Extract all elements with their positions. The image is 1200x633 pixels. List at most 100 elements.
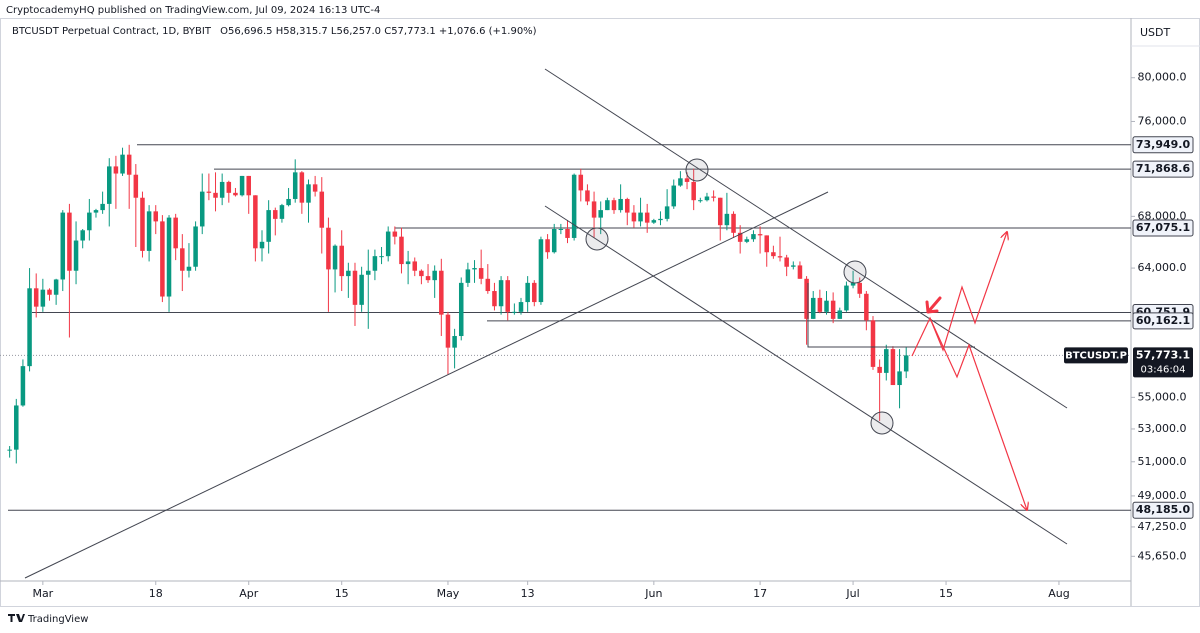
y-tick-label: 80,000.0 (1138, 71, 1187, 84)
candle-body (512, 311, 517, 313)
candle-body (40, 289, 46, 307)
candle-body (339, 245, 344, 277)
candle-body (731, 213, 736, 233)
candle-body (565, 228, 570, 238)
candle-body (7, 449, 12, 451)
y-tick-label: 68,000.0 (1138, 209, 1187, 222)
candle-body (771, 252, 776, 257)
candle-body (425, 276, 431, 281)
candle-body (777, 256, 783, 258)
footer-logo (8, 614, 25, 622)
candle-body (498, 280, 504, 307)
y-tick-label: 49,000.0 (1138, 489, 1187, 502)
candle-body (206, 191, 212, 193)
candle-body (704, 196, 710, 201)
level-tag (1132, 312, 1194, 330)
candle-body (472, 268, 477, 270)
candle-body (385, 231, 391, 257)
candle-body (664, 206, 670, 219)
countdown: 03:46:04 (1141, 364, 1186, 375)
candle-body (239, 175, 245, 196)
touch-circle (870, 411, 894, 435)
candle-body (306, 184, 311, 203)
candle-body (591, 201, 597, 218)
candle-body (784, 257, 789, 267)
x-tick-label: Apr (239, 587, 259, 600)
candle-body (744, 239, 750, 242)
candle-body (33, 288, 39, 307)
x-tick-label: 18 (149, 587, 163, 600)
candle-body (877, 366, 882, 373)
candle-body (757, 234, 763, 236)
candle-body (452, 336, 457, 348)
candle-body (153, 211, 159, 222)
candle-body (219, 181, 225, 198)
axis-unit: USDT (1140, 26, 1171, 39)
candle-body (791, 265, 796, 267)
candle-body (844, 285, 849, 311)
candle-body (658, 218, 663, 221)
candle-body (107, 166, 112, 204)
candle-body (618, 198, 623, 211)
candle-body (678, 178, 683, 186)
candle-body (485, 278, 491, 292)
candle-body (458, 282, 464, 337)
candle-body (810, 297, 816, 319)
symbol-header: BTCUSDT Perpetual Contract, 1D, BYBIT O5… (12, 26, 537, 37)
x-tick-label: Jul (845, 587, 859, 600)
ohlc-line: O56,696.5 H58,315.7 L56,257.0 C57,773.1 … (220, 26, 537, 37)
candle-body (651, 220, 657, 223)
candle-body (897, 371, 902, 386)
last-price-tag (1133, 347, 1193, 378)
candle-body (439, 270, 444, 315)
y-tick-label: 55,000.0 (1138, 390, 1187, 403)
candle-body (625, 198, 630, 213)
candle-body (113, 166, 119, 174)
range-line (807, 283, 975, 348)
candles (7, 144, 909, 464)
level-tag (1132, 136, 1194, 154)
candle-body (226, 181, 232, 193)
candle-body (253, 195, 258, 249)
last-price-label: 57,773.1 (1136, 348, 1190, 361)
x-tick-label: 17 (753, 587, 767, 600)
candle-body (698, 200, 703, 202)
candle-body (14, 405, 19, 450)
candle-body (558, 228, 564, 230)
touch-circle (685, 158, 709, 182)
candle-body (419, 270, 424, 277)
candle-body (518, 302, 524, 312)
candle-body (737, 232, 743, 242)
candle-body (180, 248, 185, 271)
level-tag-label: 73,949.0 (1136, 138, 1191, 151)
candle-body (27, 288, 32, 367)
candle-body (817, 297, 823, 312)
candle-body (724, 213, 730, 226)
candle-body (711, 196, 716, 198)
candle-body (631, 212, 637, 222)
symbol-tag-label: BTCUSDT.P (1065, 350, 1127, 361)
candle-body (605, 200, 610, 211)
candle-body (684, 178, 690, 182)
candle-body (146, 211, 152, 251)
symbol-tag (1064, 347, 1128, 364)
publisher-line: CryptocademyHQ published on TradingView.… (6, 5, 380, 16)
candle-body (120, 154, 125, 174)
candle-body (824, 300, 829, 312)
candle-body (585, 190, 590, 202)
candle-body (830, 300, 836, 319)
candle-body (445, 314, 451, 348)
entry-arrow (925, 296, 942, 314)
x-tick-label: May (437, 587, 460, 600)
level-tag (1132, 160, 1194, 178)
level-tag (1132, 219, 1194, 237)
drawings (24, 68, 1068, 579)
symbol-line: BTCUSDT Perpetual Contract, 1D, BYBIT (12, 26, 212, 37)
candle-body (366, 270, 371, 275)
candle-body (60, 212, 66, 280)
candle-body (273, 210, 278, 219)
touch-circle (843, 260, 867, 284)
candle-body (213, 192, 218, 198)
